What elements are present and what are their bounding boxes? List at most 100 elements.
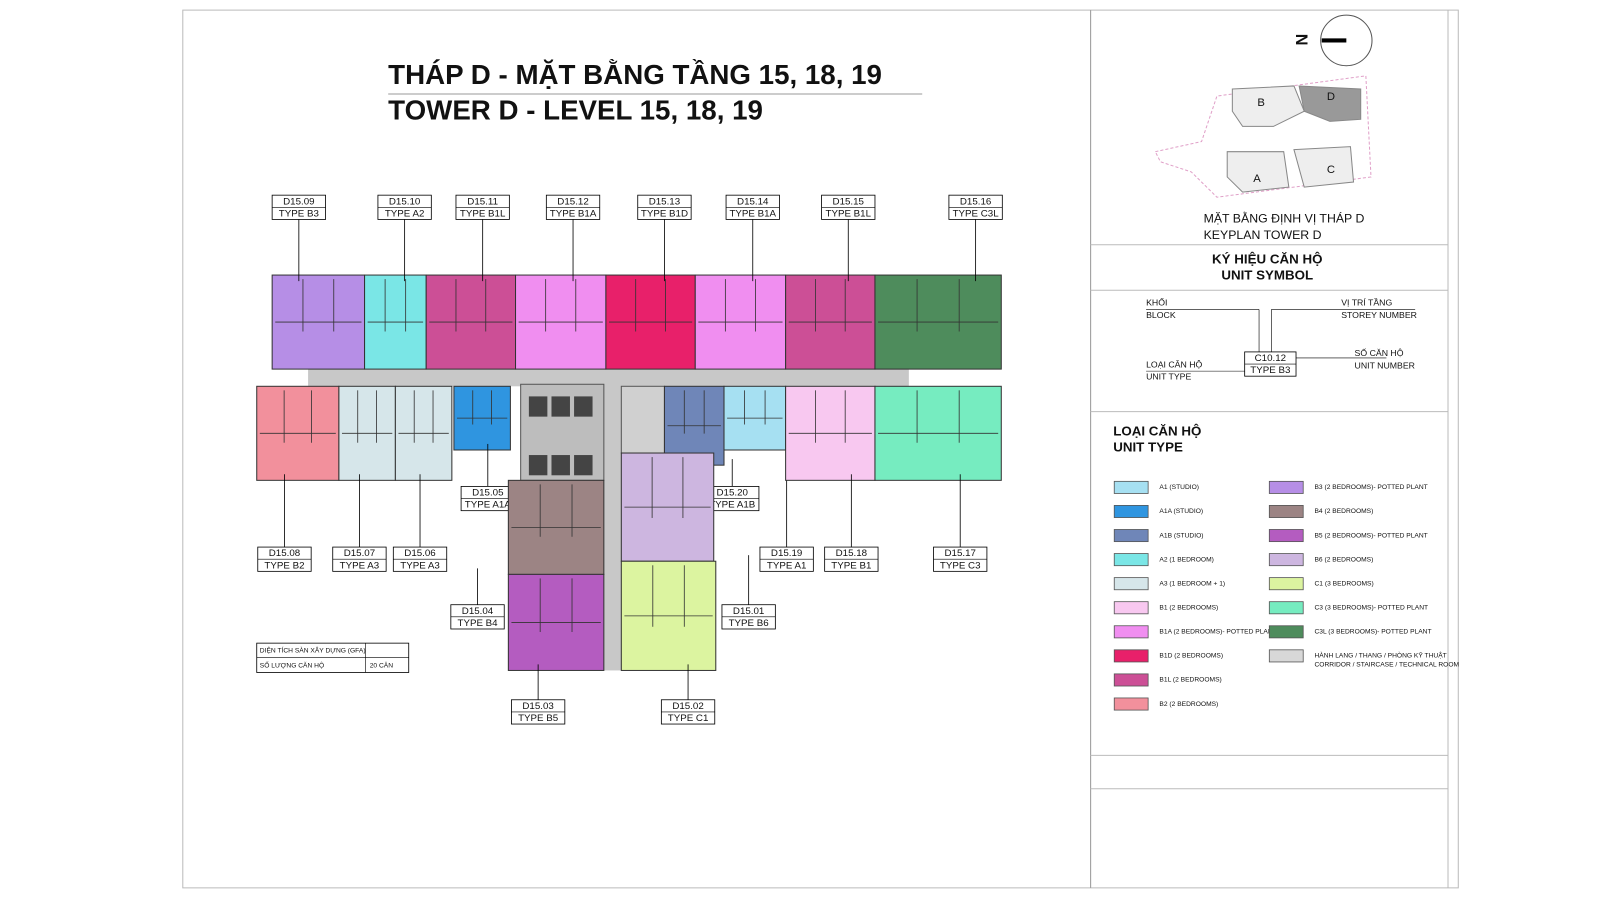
section-title: UNIT SYMBOL [1221,268,1313,283]
unit-type: TYPE B4 [457,618,498,629]
unit-type: TYPE B1A [550,208,597,219]
title: THÁP D - MẶT BẰNG TẦNG 15, 18, 19 [388,59,882,90]
unit-code: D15.04 [462,606,494,617]
section-title: UNIT TYPE [1113,440,1183,455]
unit-code: D15.11 [467,196,498,207]
symbol-note: SỐ CĂN HỘ [1355,347,1404,358]
legend-swatch [1113,553,1149,567]
legend-label: CORRIDOR / STAIRCASE / TECHNICAL ROOM [1315,662,1460,669]
legend-swatch [1113,529,1149,543]
legend-label: B6 (2 BEDROOMS) [1315,556,1374,563]
legend-label: C3 (3 BEDROOMS)- POTTED PLANT [1315,605,1429,612]
unit-type: TYPE A3 [340,560,380,571]
section-title: KÝ HIỆU CĂN HỘ [1212,251,1322,266]
legend-label: B1D (2 BEDROOMS) [1159,653,1223,660]
legend-swatch [1113,601,1149,615]
legend-swatch [1268,601,1304,615]
legend-label: A1A (STUDIO) [1159,508,1203,515]
lifts [528,396,593,476]
gfa-table [256,642,410,673]
unit-code: D15.05 [472,488,503,499]
legend-swatch [1268,577,1304,591]
legend-swatch [1268,553,1304,567]
unit-type: TYPE B6 [729,618,769,629]
legend-label: B1L (2 BEDROOMS) [1159,677,1221,684]
corridor [603,384,622,671]
unit-type: TYPE C3 [940,560,981,571]
unit-type: TYPE A1 [767,560,807,571]
legend-swatch [1268,529,1304,543]
legend-label: A2 (1 BEDROOM) [1159,556,1213,563]
block-letter: C [1327,164,1335,176]
staircase [620,385,665,454]
unit-code: D15.16 [960,196,991,207]
symbol-note: VỊ TRÍ TẦNG [1341,298,1392,308]
keyplan-caption: KEYPLAN TOWER D [1204,228,1322,242]
unit-type: TYPE A1A [465,500,512,511]
legend-swatch [1268,480,1304,494]
legend-label: B3 (2 BEDROOMS)- POTTED PLANT [1315,484,1428,491]
legend-swatch [1113,649,1149,663]
unit-code: D15.13 [649,196,680,207]
symbol-note: LOẠI CĂN HỘ [1146,359,1202,369]
legend-swatch [1113,577,1149,591]
table-cell: SỐ LƯỢNG CĂN HỘ [260,660,324,670]
unit-type: TYPE B1A [729,208,776,219]
title: TOWER D - LEVEL 15, 18, 19 [388,95,763,126]
unit-code: D15.02 [672,701,703,712]
unit-code: D15.07 [344,548,375,559]
legend-label: B1A (2 BEDROOMS)- POTTED PLANT [1159,629,1276,636]
unit-code: D15.18 [836,548,867,559]
table-cell: 20 CĂN [370,661,394,670]
section-title: LOẠI CĂN HỘ [1113,423,1201,438]
block-letter: D [1327,91,1335,103]
symbol-note: STOREY NUMBER [1341,310,1417,320]
unit-code: D15.09 [283,196,314,207]
compass [1320,14,1373,67]
unit-type: TYPE A3 [400,560,440,571]
symbol-note: UNIT TYPE [1146,372,1191,382]
legend-swatch [1113,480,1149,494]
legend-label: HÀNH LANG / THANG / PHÒNG KỸ THUẬT [1315,651,1447,660]
block-letter: B [1257,97,1265,109]
unit-code: D15.19 [771,548,802,559]
unit-code: D15.17 [944,548,975,559]
symbol-note: KHỐI [1146,297,1167,308]
unit-type: TYPE A2 [385,208,425,219]
legend-swatch [1113,697,1149,711]
legend-swatch [1268,625,1304,639]
unit-code: D15.20 [716,488,747,499]
unit-code: D15.10 [389,196,420,207]
unit-code: D15.06 [404,548,435,559]
unit-type: TYPE B5 [518,713,558,724]
unit-code: D15.12 [557,196,588,207]
legend-label: A1 (STUDIO) [1159,484,1199,491]
legend-label: C1 (3 BEDROOMS) [1315,580,1374,587]
symbol-code: C10.12 [1255,353,1286,364]
symbol-note: BLOCK [1146,310,1176,320]
legend-label: B2 (2 BEDROOMS) [1159,701,1218,708]
panel-lines [1090,10,1449,888]
legend-label: B1 (2 BEDROOMS) [1159,605,1218,612]
table-cell: DIỆN TÍCH SÀN XÂY DỰNG (GFA) [260,646,366,655]
unit-type: TYPE B1 [831,560,871,571]
unit-code: D15.08 [269,548,300,559]
unit-type: TYPE B2 [264,560,304,571]
unit-type: TYPE B1D [641,208,688,219]
unit-code: D15.15 [833,196,864,207]
north-label: N [1293,34,1311,46]
legend-swatch [1113,625,1149,639]
symbol-type: TYPE B3 [1250,365,1290,376]
unit-code: D15.14 [737,196,769,207]
legend-label: B4 (2 BEDROOMS) [1315,508,1374,515]
legend-label: A1B (STUDIO) [1159,532,1203,539]
unit-type: TYPE B1L [826,208,872,219]
legend-swatch [1113,505,1149,518]
unit-type: TYPE A1B [709,500,755,511]
unit-code: D15.03 [522,701,553,712]
unit-type: TYPE B1L [460,208,506,219]
keyplan-caption: MẶT BẰNG ĐỊNH VỊ THÁP D [1204,211,1365,226]
unit-type: TYPE C3L [953,208,1000,219]
legend-label: C3L (3 BEDROOMS)- POTTED PLANT [1315,629,1432,636]
